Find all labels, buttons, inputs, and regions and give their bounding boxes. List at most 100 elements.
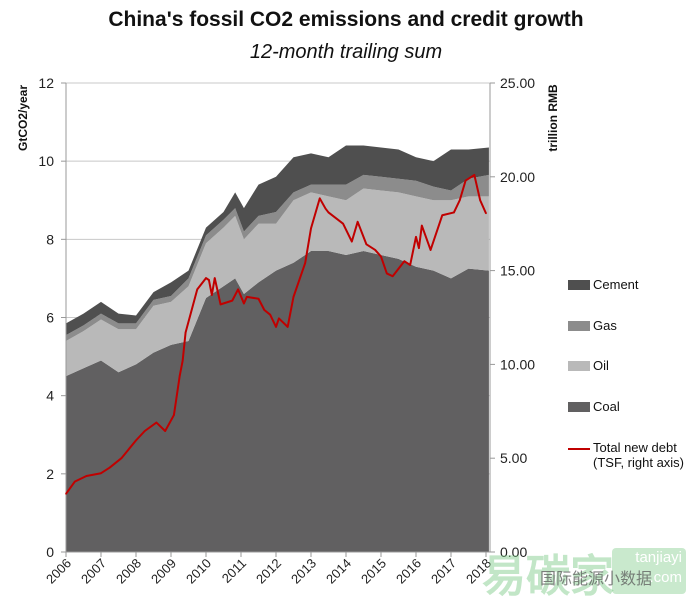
legend-item-total-new-debt: Total new debt (TSF, right axis) [568, 440, 684, 470]
y2-tick-label: 20.00 [500, 169, 535, 185]
legend-label: Oil [593, 358, 609, 373]
y-tick-label: 8 [46, 231, 54, 247]
legend-swatch [568, 321, 590, 331]
legend-label: Cement [593, 277, 639, 292]
y2-tick-label: 10.00 [500, 356, 535, 372]
chart-title: China's fossil CO2 emissions and credit … [108, 8, 584, 31]
debt-point [108, 466, 111, 469]
debt-point [429, 249, 432, 251]
debt-point [458, 199, 461, 202]
x-tick-label: 2017 [428, 556, 459, 587]
y-axis-label: GtCO2/year [16, 85, 30, 151]
debt-point [196, 288, 199, 291]
debt-point [243, 302, 245, 305]
legend-item-coal: Coal [568, 399, 620, 414]
debt-point [464, 179, 467, 182]
debt-point [181, 359, 184, 362]
y-tick-label: 10 [38, 153, 54, 169]
y2-tick-label: 15.00 [500, 263, 535, 279]
x-tick-label: 2018 [463, 556, 494, 587]
debt-point [473, 174, 476, 176]
area-gas [66, 174, 489, 341]
debt-point [231, 299, 234, 302]
debt-point [73, 480, 76, 483]
x-tick-label: 2011 [219, 556, 249, 586]
debt-point [418, 247, 420, 249]
y2-tick-label: 25.00 [500, 75, 535, 91]
y-tick-label: 12 [38, 75, 54, 91]
line-total-new-debt [65, 173, 487, 495]
x-tick-label: 2009 [148, 556, 179, 587]
x-tick-label: 2012 [253, 556, 284, 587]
debt-point [155, 421, 158, 424]
debt-point [318, 197, 321, 200]
debt-point [178, 374, 181, 377]
debt-point [391, 275, 394, 278]
legend-line-swatch [568, 448, 590, 450]
area-coal [66, 251, 489, 552]
legend-label: Gas [593, 318, 617, 333]
debt-point [374, 249, 376, 251]
debt-point [263, 309, 266, 311]
debt-point [327, 211, 330, 214]
debt-point [485, 212, 487, 215]
area-cement [66, 145, 489, 336]
debt-point [213, 277, 216, 279]
legend-label: Total new debt [593, 440, 677, 455]
debt-point [85, 475, 88, 477]
debt-point [356, 221, 359, 223]
x-tick-label: 2006 [43, 556, 74, 587]
debt-point [342, 222, 344, 225]
debt-point [208, 279, 210, 281]
debt-point [278, 317, 280, 320]
debt-point [143, 430, 146, 432]
legend-label-line2: (TSF, right axis) [593, 455, 685, 470]
debt-point [365, 243, 368, 246]
x-tick-label: 2016 [393, 556, 424, 587]
debt-point [453, 211, 455, 214]
debt-point [324, 207, 327, 210]
debt-point [351, 240, 353, 243]
debt-point [246, 296, 248, 298]
y2-tick-label: 0.00 [500, 544, 527, 560]
debt-point [164, 430, 166, 432]
debt-point [237, 288, 239, 291]
legend-swatch [568, 402, 590, 412]
x-tick-label: 2014 [323, 556, 354, 587]
debt-point [409, 264, 411, 266]
debt-point [298, 279, 301, 281]
x-tick-label: 2015 [358, 556, 389, 587]
debt-point [479, 199, 481, 202]
debt-point [415, 236, 417, 238]
debt-point [120, 457, 123, 460]
debt-point [100, 472, 102, 475]
x-tick-label: 2008 [113, 556, 144, 587]
debt-point [380, 255, 382, 258]
debt-point [286, 326, 289, 328]
debt-point [205, 277, 207, 279]
debt-point [219, 303, 222, 306]
legend-item-oil: Oil [568, 358, 609, 373]
y2-axis-label: trillion RMB [546, 84, 560, 152]
legend-label: Coal [593, 399, 620, 414]
debt-point [65, 493, 67, 495]
debt-point [421, 224, 423, 227]
x-tick-label: 2013 [288, 556, 319, 587]
y-tick-label: 4 [46, 388, 54, 404]
debt-point [135, 439, 137, 442]
debt-point [173, 414, 175, 416]
debt-point [304, 262, 306, 264]
legend-item-cement: Cement [568, 277, 639, 292]
debt-point [257, 297, 260, 300]
y2-tick-label: 5.00 [500, 450, 527, 466]
legend-swatch [568, 361, 590, 371]
debt-point [275, 326, 277, 328]
debt-point [292, 296, 295, 298]
legend-item-gas: Gas [568, 318, 617, 333]
debt-point [211, 294, 213, 296]
debt-point [310, 227, 312, 230]
debt-point [441, 214, 444, 217]
debt-point [403, 260, 406, 263]
y-tick-label: 2 [46, 466, 54, 482]
